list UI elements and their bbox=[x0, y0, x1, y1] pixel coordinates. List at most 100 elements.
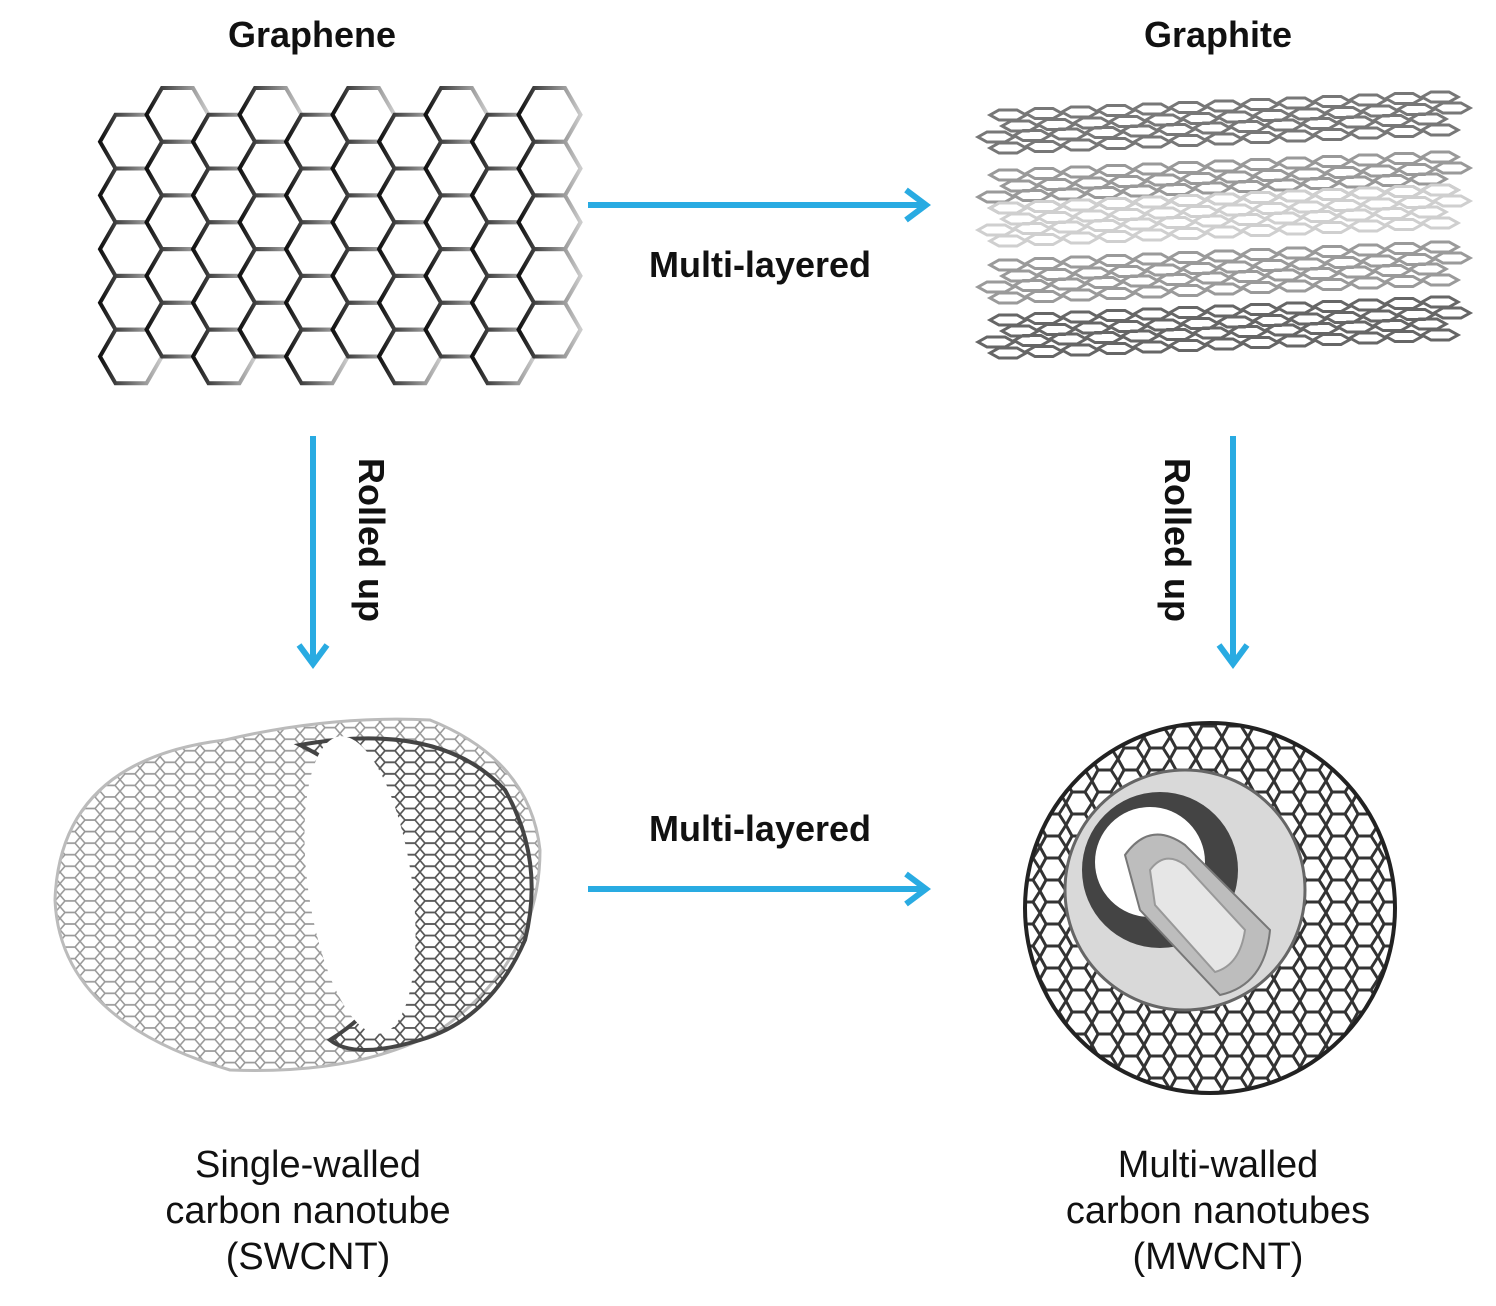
graphite-hexagon bbox=[1202, 159, 1246, 173]
graphite-hexagon bbox=[1346, 331, 1390, 345]
graphite-hexagon bbox=[1418, 150, 1462, 164]
graphite-hexagon bbox=[1190, 181, 1234, 195]
graphite-hexagon bbox=[1298, 177, 1342, 190]
graphite-hexagon bbox=[1382, 92, 1426, 105]
graphite-hexagon bbox=[1430, 251, 1474, 265]
graphite-hexagon bbox=[1274, 334, 1318, 348]
graphite-hexagon bbox=[1202, 282, 1246, 296]
graphite-hexagon bbox=[1094, 164, 1138, 177]
swcnt-illustration bbox=[53, 717, 542, 1072]
graphite-hexagon bbox=[1082, 186, 1126, 199]
graphite-hexagon bbox=[1262, 211, 1306, 225]
graphite-hexagon bbox=[1382, 275, 1426, 288]
swcnt-caption: Single-walled carbon nanotube (SWCNT) bbox=[108, 1142, 508, 1280]
graphite-hexagon bbox=[1274, 301, 1318, 315]
graphite-hexagon bbox=[1022, 107, 1066, 120]
graphite-hexagon bbox=[986, 108, 1030, 122]
graphite-hexagon bbox=[1130, 102, 1174, 116]
graphite-hexagon bbox=[1310, 300, 1354, 313]
graphite-hexagon bbox=[1058, 310, 1102, 324]
graphite-hexagon bbox=[1238, 158, 1282, 171]
graphite-hexagon bbox=[1010, 279, 1054, 292]
graphite-hexagon bbox=[1298, 322, 1342, 335]
graphite-hexagon bbox=[986, 291, 1030, 305]
graphite-hexagon bbox=[1010, 189, 1054, 202]
graphite-hexagon bbox=[1418, 123, 1462, 137]
graphite-hexagon bbox=[974, 335, 1018, 349]
graphite-hexagon bbox=[986, 313, 1030, 327]
graphite-hexagon bbox=[1130, 340, 1174, 354]
graphite-hexagon bbox=[1238, 248, 1282, 261]
graphite-hexagon bbox=[1334, 115, 1378, 129]
graphite-hexagon bbox=[1418, 295, 1462, 309]
top-arrow bbox=[588, 187, 931, 223]
graphite-hexagon bbox=[1382, 297, 1426, 310]
graphite-hexagon bbox=[1082, 331, 1126, 344]
graphite-hexagon bbox=[1010, 222, 1054, 235]
graphite-hexagon bbox=[1406, 172, 1450, 186]
graphite-hexagon bbox=[1022, 233, 1066, 246]
graphite-hexagon bbox=[1130, 135, 1174, 149]
graphene-sheet bbox=[97, 86, 583, 386]
graphite-hexagon bbox=[1202, 132, 1246, 146]
graphite-hexagon bbox=[1406, 205, 1450, 219]
graphite-hexagon bbox=[1226, 270, 1270, 283]
mwcnt-caption-line2: carbon nanotubes bbox=[1065, 1190, 1371, 1232]
graphite-hexagon bbox=[1310, 95, 1354, 108]
graphite-hexagon bbox=[1262, 118, 1306, 132]
graphite-hexagon bbox=[1226, 325, 1270, 338]
graphite-hexagon bbox=[1022, 290, 1066, 303]
graphite-hexagon bbox=[1274, 222, 1318, 236]
graphite-hexagon bbox=[1166, 227, 1210, 240]
graphite-hexagon bbox=[1094, 197, 1138, 210]
graphite-hexagon bbox=[1010, 334, 1054, 347]
graphite-hexagon bbox=[1418, 216, 1462, 230]
graphite-hexagon bbox=[986, 258, 1030, 272]
graphite-hexagon bbox=[1262, 323, 1306, 337]
graphite-hexagon bbox=[1130, 285, 1174, 299]
graphite-layer bbox=[974, 240, 1474, 305]
graphite-hexagon bbox=[1130, 252, 1174, 266]
graphene-hexagon bbox=[516, 86, 583, 144]
graphite-hexagon bbox=[1154, 123, 1198, 136]
graphite-hexagon bbox=[1190, 271, 1234, 285]
graphite-hexagon bbox=[1346, 276, 1390, 290]
graphite-hexagon bbox=[1298, 210, 1342, 223]
graphite-hexagon bbox=[1370, 207, 1414, 220]
graphite-hexagon bbox=[1022, 200, 1066, 213]
swcnt-caption-line1: Single-walled bbox=[194, 1144, 421, 1186]
graphite-hexagon bbox=[1202, 99, 1246, 113]
graphite-hexagon bbox=[1094, 342, 1138, 355]
bottom-arrow-label: Multi-layered bbox=[648, 808, 872, 849]
graphite-hexagon bbox=[1202, 304, 1246, 318]
swcnt-caption-line3: (SWCNT) bbox=[225, 1236, 391, 1278]
graphite-hexagon bbox=[1310, 278, 1354, 291]
mwcnt-caption: Multi-walled carbon nanotubes (MWCNT) bbox=[1008, 1142, 1428, 1280]
graphite-hexagon bbox=[1430, 194, 1474, 208]
graphite-hexagon bbox=[1298, 267, 1342, 280]
graphite-hexagon bbox=[1238, 281, 1282, 294]
graphite-hexagon bbox=[1382, 152, 1426, 165]
graphite-hexagon bbox=[974, 130, 1018, 144]
graphite-hexagon bbox=[1406, 112, 1450, 126]
graphite-hexagon bbox=[1094, 254, 1138, 267]
graphite-hexagon bbox=[1238, 98, 1282, 111]
graphite-hexagon bbox=[1166, 194, 1210, 207]
graphite-hexagon bbox=[1190, 214, 1234, 228]
graphite-hexagon bbox=[1238, 336, 1282, 349]
graphite-hexagon bbox=[1166, 251, 1210, 264]
graphite-hexagon bbox=[1346, 186, 1390, 200]
swcnt-caption-line2: carbon nanotube bbox=[165, 1190, 451, 1232]
graphite-hexagon bbox=[1118, 124, 1162, 138]
graphite-hexagon bbox=[1010, 129, 1054, 142]
graphite-hexagon bbox=[1082, 276, 1126, 289]
graphite-hexagon bbox=[1022, 312, 1066, 325]
graphite-hexagon bbox=[1406, 262, 1450, 276]
graphite-hexagon bbox=[1166, 306, 1210, 319]
graphite-hexagon bbox=[1130, 307, 1174, 321]
graphite-hexagon bbox=[974, 280, 1018, 294]
graphite-hexagon bbox=[1094, 309, 1138, 322]
graphite-hexagon bbox=[1370, 319, 1414, 332]
right-down-arrow bbox=[1216, 436, 1250, 670]
bottom-arrow bbox=[588, 871, 931, 907]
